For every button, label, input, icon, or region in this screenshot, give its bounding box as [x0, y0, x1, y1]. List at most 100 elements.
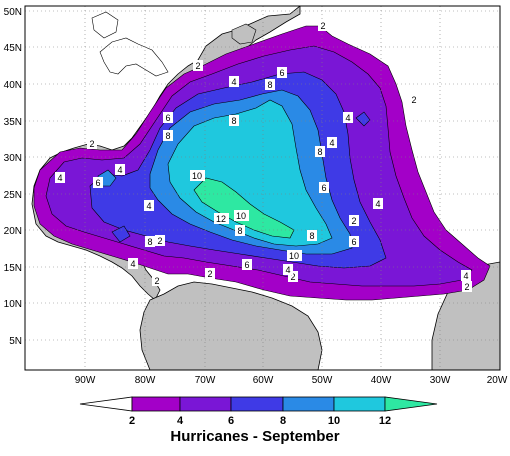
svg-text:6: 6	[351, 237, 356, 247]
contour-label: 4	[373, 198, 383, 209]
svg-text:6: 6	[244, 260, 249, 270]
legend-label: 10	[328, 415, 340, 427]
latitude-labels: 5N 10N 15N 20N 25N 30N 35N 40N 45N 50N	[4, 7, 22, 347]
svg-text:6: 6	[321, 183, 326, 193]
svg-text:2: 2	[195, 61, 200, 71]
svg-text:2: 2	[351, 216, 356, 226]
contour-label: 2	[152, 275, 162, 286]
svg-text:2: 2	[154, 276, 159, 286]
svg-text:8: 8	[237, 226, 242, 236]
lon-label: 80W	[135, 375, 156, 386]
svg-text:2: 2	[320, 21, 325, 31]
lat-label: 45N	[4, 43, 22, 54]
lon-label: 30W	[430, 375, 451, 386]
legend-colorbar	[79, 396, 438, 412]
svg-text:6: 6	[165, 113, 170, 123]
svg-text:4: 4	[231, 77, 236, 87]
contour-label: 8	[307, 230, 317, 241]
svg-text:8: 8	[309, 231, 314, 241]
contour-label: 8	[235, 225, 245, 236]
lat-label: 25N	[4, 190, 22, 201]
legend-label: 12	[379, 415, 391, 427]
contour-label: 4	[461, 270, 471, 281]
legend-label: 6	[228, 415, 234, 427]
legend-swatch-12	[384, 396, 438, 412]
contour-label: 2	[87, 138, 97, 149]
contour-label: 4	[144, 200, 154, 211]
svg-text:4: 4	[130, 259, 135, 269]
svg-text:2: 2	[207, 269, 212, 279]
svg-text:8: 8	[267, 80, 272, 90]
contour-island-6a	[355, 111, 371, 127]
svg-text:2: 2	[411, 95, 416, 105]
svg-text:8: 8	[231, 116, 236, 126]
legend-label: 8	[280, 415, 286, 427]
contour-label: 2	[155, 235, 165, 246]
contour-label: 4	[128, 258, 138, 269]
svg-text:4: 4	[375, 199, 380, 209]
lat-label: 10N	[4, 299, 22, 310]
map-title: Hurricanes - September	[170, 428, 340, 445]
contour-label: 4	[327, 137, 337, 148]
legend-label: 2	[129, 415, 135, 427]
contour-label: 4	[55, 172, 65, 183]
contour-label: 2	[349, 215, 359, 226]
legend-swatch-10	[333, 396, 386, 412]
contour-label: 2	[205, 268, 215, 279]
svg-text:2: 2	[89, 139, 94, 149]
svg-text:4: 4	[345, 113, 350, 123]
svg-text:6: 6	[95, 178, 100, 188]
contour-label: 4	[343, 112, 353, 123]
contour-label: 8	[163, 130, 173, 141]
contour-label: 2	[318, 20, 328, 31]
great-lakes	[99, 37, 169, 77]
lon-label: 60W	[253, 375, 274, 386]
legend-labels: 2 4 6 8 10 12	[129, 415, 391, 427]
lat-label: 50N	[4, 7, 22, 18]
svg-text:4: 4	[57, 173, 62, 183]
lon-label: 20W	[487, 375, 508, 386]
lon-label: 70W	[195, 375, 216, 386]
svg-text:4: 4	[329, 138, 334, 148]
contour-label: 2	[462, 281, 472, 292]
lat-label: 20N	[4, 226, 22, 237]
legend-swatch-8	[282, 396, 335, 412]
contour-label: 10	[190, 170, 205, 181]
contour-label: 2	[409, 94, 419, 105]
legend-swatch-below-2	[79, 396, 133, 412]
legend-swatch-4	[179, 396, 232, 412]
contour-label: 8	[315, 146, 325, 157]
lat-label: 40N	[4, 80, 22, 91]
contour-label: 8	[229, 115, 239, 126]
map-border	[24, 5, 501, 371]
lat-label: 30N	[4, 153, 22, 164]
contour-label: 6	[349, 236, 359, 247]
legend-swatch-6	[230, 396, 284, 412]
svg-text:10: 10	[289, 251, 299, 261]
contour-label: 6	[277, 67, 287, 78]
contour-label: 2	[193, 60, 203, 71]
contour-label: 10	[234, 210, 249, 221]
legend-label: 4	[177, 415, 184, 427]
contour-label: 6	[93, 177, 103, 188]
lon-label: 50W	[312, 375, 333, 386]
contour-labels: 2 2 2 2 2 2 2 2 2 2 4 4 4 4 4 4 4 4 4 4 …	[55, 20, 472, 292]
svg-text:8: 8	[317, 147, 322, 157]
svg-text:2: 2	[290, 272, 295, 282]
lon-label: 90W	[75, 375, 96, 386]
svg-text:4: 4	[463, 271, 468, 281]
contour-label: 8	[145, 236, 155, 247]
svg-text:4: 4	[146, 201, 151, 211]
svg-text:12: 12	[216, 214, 226, 224]
contour-label: 6	[163, 112, 173, 123]
graticule	[25, 6, 500, 370]
contour-label: 4	[283, 264, 293, 275]
contour-label: 10	[287, 250, 302, 261]
svg-text:4: 4	[285, 265, 290, 275]
lon-label: 40W	[371, 375, 392, 386]
land-south-america	[139, 281, 323, 370]
svg-text:2: 2	[157, 236, 162, 246]
svg-text:10: 10	[236, 211, 246, 221]
svg-text:8: 8	[165, 131, 170, 141]
